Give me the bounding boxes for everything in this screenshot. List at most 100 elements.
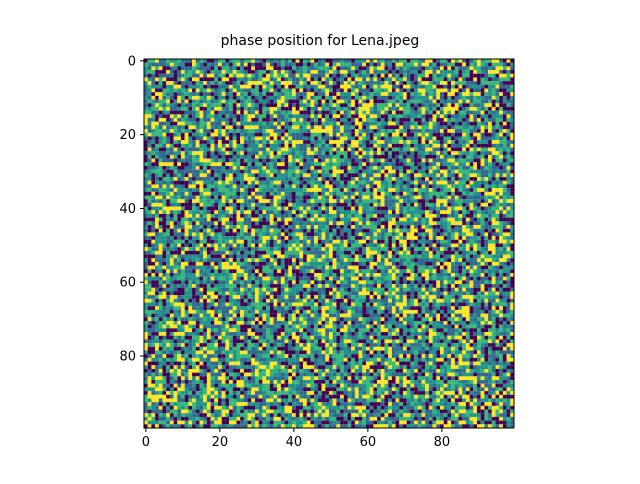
heatmap-cell xyxy=(477,81,481,85)
heatmap-cell xyxy=(406,118,411,122)
heatmap-cell xyxy=(380,106,385,111)
heatmap-cell xyxy=(343,103,348,108)
heatmap-cell xyxy=(317,236,322,240)
heatmap-cell xyxy=(310,121,315,126)
heatmap-cell xyxy=(495,210,500,215)
heatmap-cell xyxy=(484,225,489,229)
heatmap-cell xyxy=(329,106,333,111)
heatmap-cell xyxy=(369,213,374,218)
heatmap-cell xyxy=(295,132,300,137)
heatmap-cell xyxy=(473,206,478,211)
heatmap-cell xyxy=(462,59,466,63)
heatmap-cell xyxy=(432,158,437,163)
heatmap-cell xyxy=(380,228,385,233)
heatmap-cell xyxy=(403,191,407,196)
heatmap-cell xyxy=(399,228,404,233)
heatmap-cell xyxy=(295,70,300,74)
heatmap-cell xyxy=(236,70,241,74)
heatmap-cell xyxy=(391,177,396,181)
heatmap-cell xyxy=(258,169,263,174)
heatmap-cell xyxy=(306,121,311,126)
heatmap-cell xyxy=(166,173,170,178)
heatmap-cell xyxy=(391,84,396,89)
heatmap-cell xyxy=(354,121,359,126)
heatmap-cell xyxy=(421,180,426,185)
heatmap-cell xyxy=(210,206,215,211)
heatmap-cell xyxy=(162,114,167,119)
heatmap-cell xyxy=(480,59,485,63)
heatmap-cell xyxy=(480,199,485,203)
heatmap-cell xyxy=(488,239,492,244)
heatmap-cell xyxy=(506,140,511,144)
heatmap-cell xyxy=(347,173,352,178)
heatmap-cell xyxy=(317,62,322,67)
heatmap-cell xyxy=(406,166,411,170)
heatmap-cell xyxy=(351,169,355,174)
heatmap-cell xyxy=(295,92,300,96)
heatmap-cell xyxy=(299,81,304,85)
heatmap-cell xyxy=(332,217,337,222)
heatmap-cell xyxy=(284,77,289,82)
heatmap-cell xyxy=(251,143,256,148)
heatmap-cell xyxy=(465,236,470,240)
heatmap-cell xyxy=(310,73,315,78)
heatmap-cell xyxy=(151,118,156,122)
heatmap-cell xyxy=(273,228,278,233)
heatmap-cell xyxy=(480,143,485,148)
heatmap-cell xyxy=(206,202,211,207)
heatmap-cell xyxy=(292,217,296,222)
heatmap-cell xyxy=(399,140,404,144)
heatmap-cell xyxy=(377,73,381,78)
heatmap-cell xyxy=(214,140,219,144)
heatmap-cell xyxy=(247,225,252,229)
heatmap-cell xyxy=(162,154,167,159)
heatmap-cell xyxy=(277,217,281,222)
heatmap-cell xyxy=(221,202,226,207)
heatmap-cell xyxy=(258,210,263,215)
heatmap-cell xyxy=(214,118,219,122)
heatmap-cell xyxy=(373,140,378,144)
heatmap-cell xyxy=(317,132,322,137)
heatmap-cell xyxy=(199,162,204,167)
heatmap-cell xyxy=(340,173,344,178)
heatmap-cell xyxy=(510,199,515,203)
heatmap-cell xyxy=(192,206,196,211)
heatmap-cell xyxy=(388,121,392,126)
heatmap-cell xyxy=(214,106,219,111)
heatmap-cell xyxy=(428,202,433,207)
heatmap-cell xyxy=(495,188,500,192)
heatmap-cell xyxy=(236,206,241,211)
heatmap-cell xyxy=(181,210,185,215)
heatmap-cell xyxy=(295,147,300,152)
heatmap-cell xyxy=(488,236,492,240)
heatmap-cell xyxy=(340,106,344,111)
heatmap-cell xyxy=(332,99,337,104)
heatmap-cell xyxy=(273,99,278,104)
heatmap-cell xyxy=(292,140,296,144)
heatmap-cell xyxy=(395,191,400,196)
heatmap-cell xyxy=(199,114,204,119)
heatmap-cell xyxy=(406,81,411,85)
heatmap-cell xyxy=(155,62,159,67)
heatmap-cell xyxy=(440,147,444,152)
heatmap-cell xyxy=(144,62,148,67)
heatmap-cell xyxy=(147,177,152,181)
heatmap-cell xyxy=(358,195,363,200)
heatmap-cell xyxy=(354,217,359,222)
heatmap-cell xyxy=(277,236,281,240)
heatmap-cell xyxy=(218,180,222,185)
heatmap-cell xyxy=(499,121,503,126)
heatmap-cell xyxy=(469,59,474,63)
heatmap-cell xyxy=(380,88,385,93)
heatmap-cell xyxy=(343,213,348,218)
heatmap-cell xyxy=(428,143,433,148)
heatmap-cell xyxy=(262,151,267,155)
heatmap-cell xyxy=(399,166,404,170)
heatmap-cell xyxy=(158,66,163,71)
heatmap-cell xyxy=(358,143,363,148)
heatmap-cell xyxy=(317,154,322,159)
heatmap-cell xyxy=(292,184,296,189)
heatmap-cell xyxy=(277,210,281,215)
heatmap-cell xyxy=(317,129,322,133)
heatmap-cell xyxy=(255,132,259,137)
